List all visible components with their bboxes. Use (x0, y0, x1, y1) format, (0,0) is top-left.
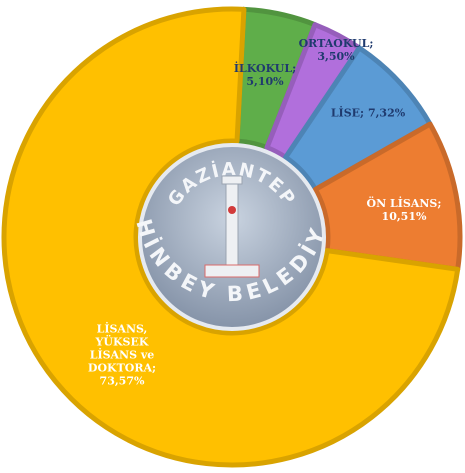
monument (225, 179, 239, 266)
data-label: ORTAOKUL; 3,50% (291, 37, 381, 63)
value-label: 3,50% (317, 50, 355, 63)
data-label: LİSANS, YÜKSEK LİSANS ve DOKTORA; 73,57% (82, 323, 162, 388)
category-label: İLKOKUL; (233, 62, 297, 75)
category-label: LİSE; (330, 106, 365, 120)
category-label: ORTAOKUL; (298, 37, 374, 50)
emblem (228, 206, 236, 214)
slice (1, 6, 461, 468)
category-label: ÖN LİSANS; (366, 197, 442, 210)
monument-top (221, 175, 243, 185)
value-label: 7,32% (367, 106, 406, 120)
data-label: ÖN LİSANS; 10,51% (359, 197, 449, 223)
category-label: LİSANS, YÜKSEK LİSANS ve DOKTORA; (87, 322, 157, 375)
value-label: 10,51% (381, 210, 427, 223)
data-label: LİSE; 7,32% (308, 107, 428, 120)
value-label: 73,57% (99, 374, 145, 388)
value-label: 5,10% (246, 75, 284, 88)
monument-base (204, 264, 260, 278)
data-label: İLKOKUL; 5,10% (230, 62, 300, 88)
slices (1, 6, 463, 468)
